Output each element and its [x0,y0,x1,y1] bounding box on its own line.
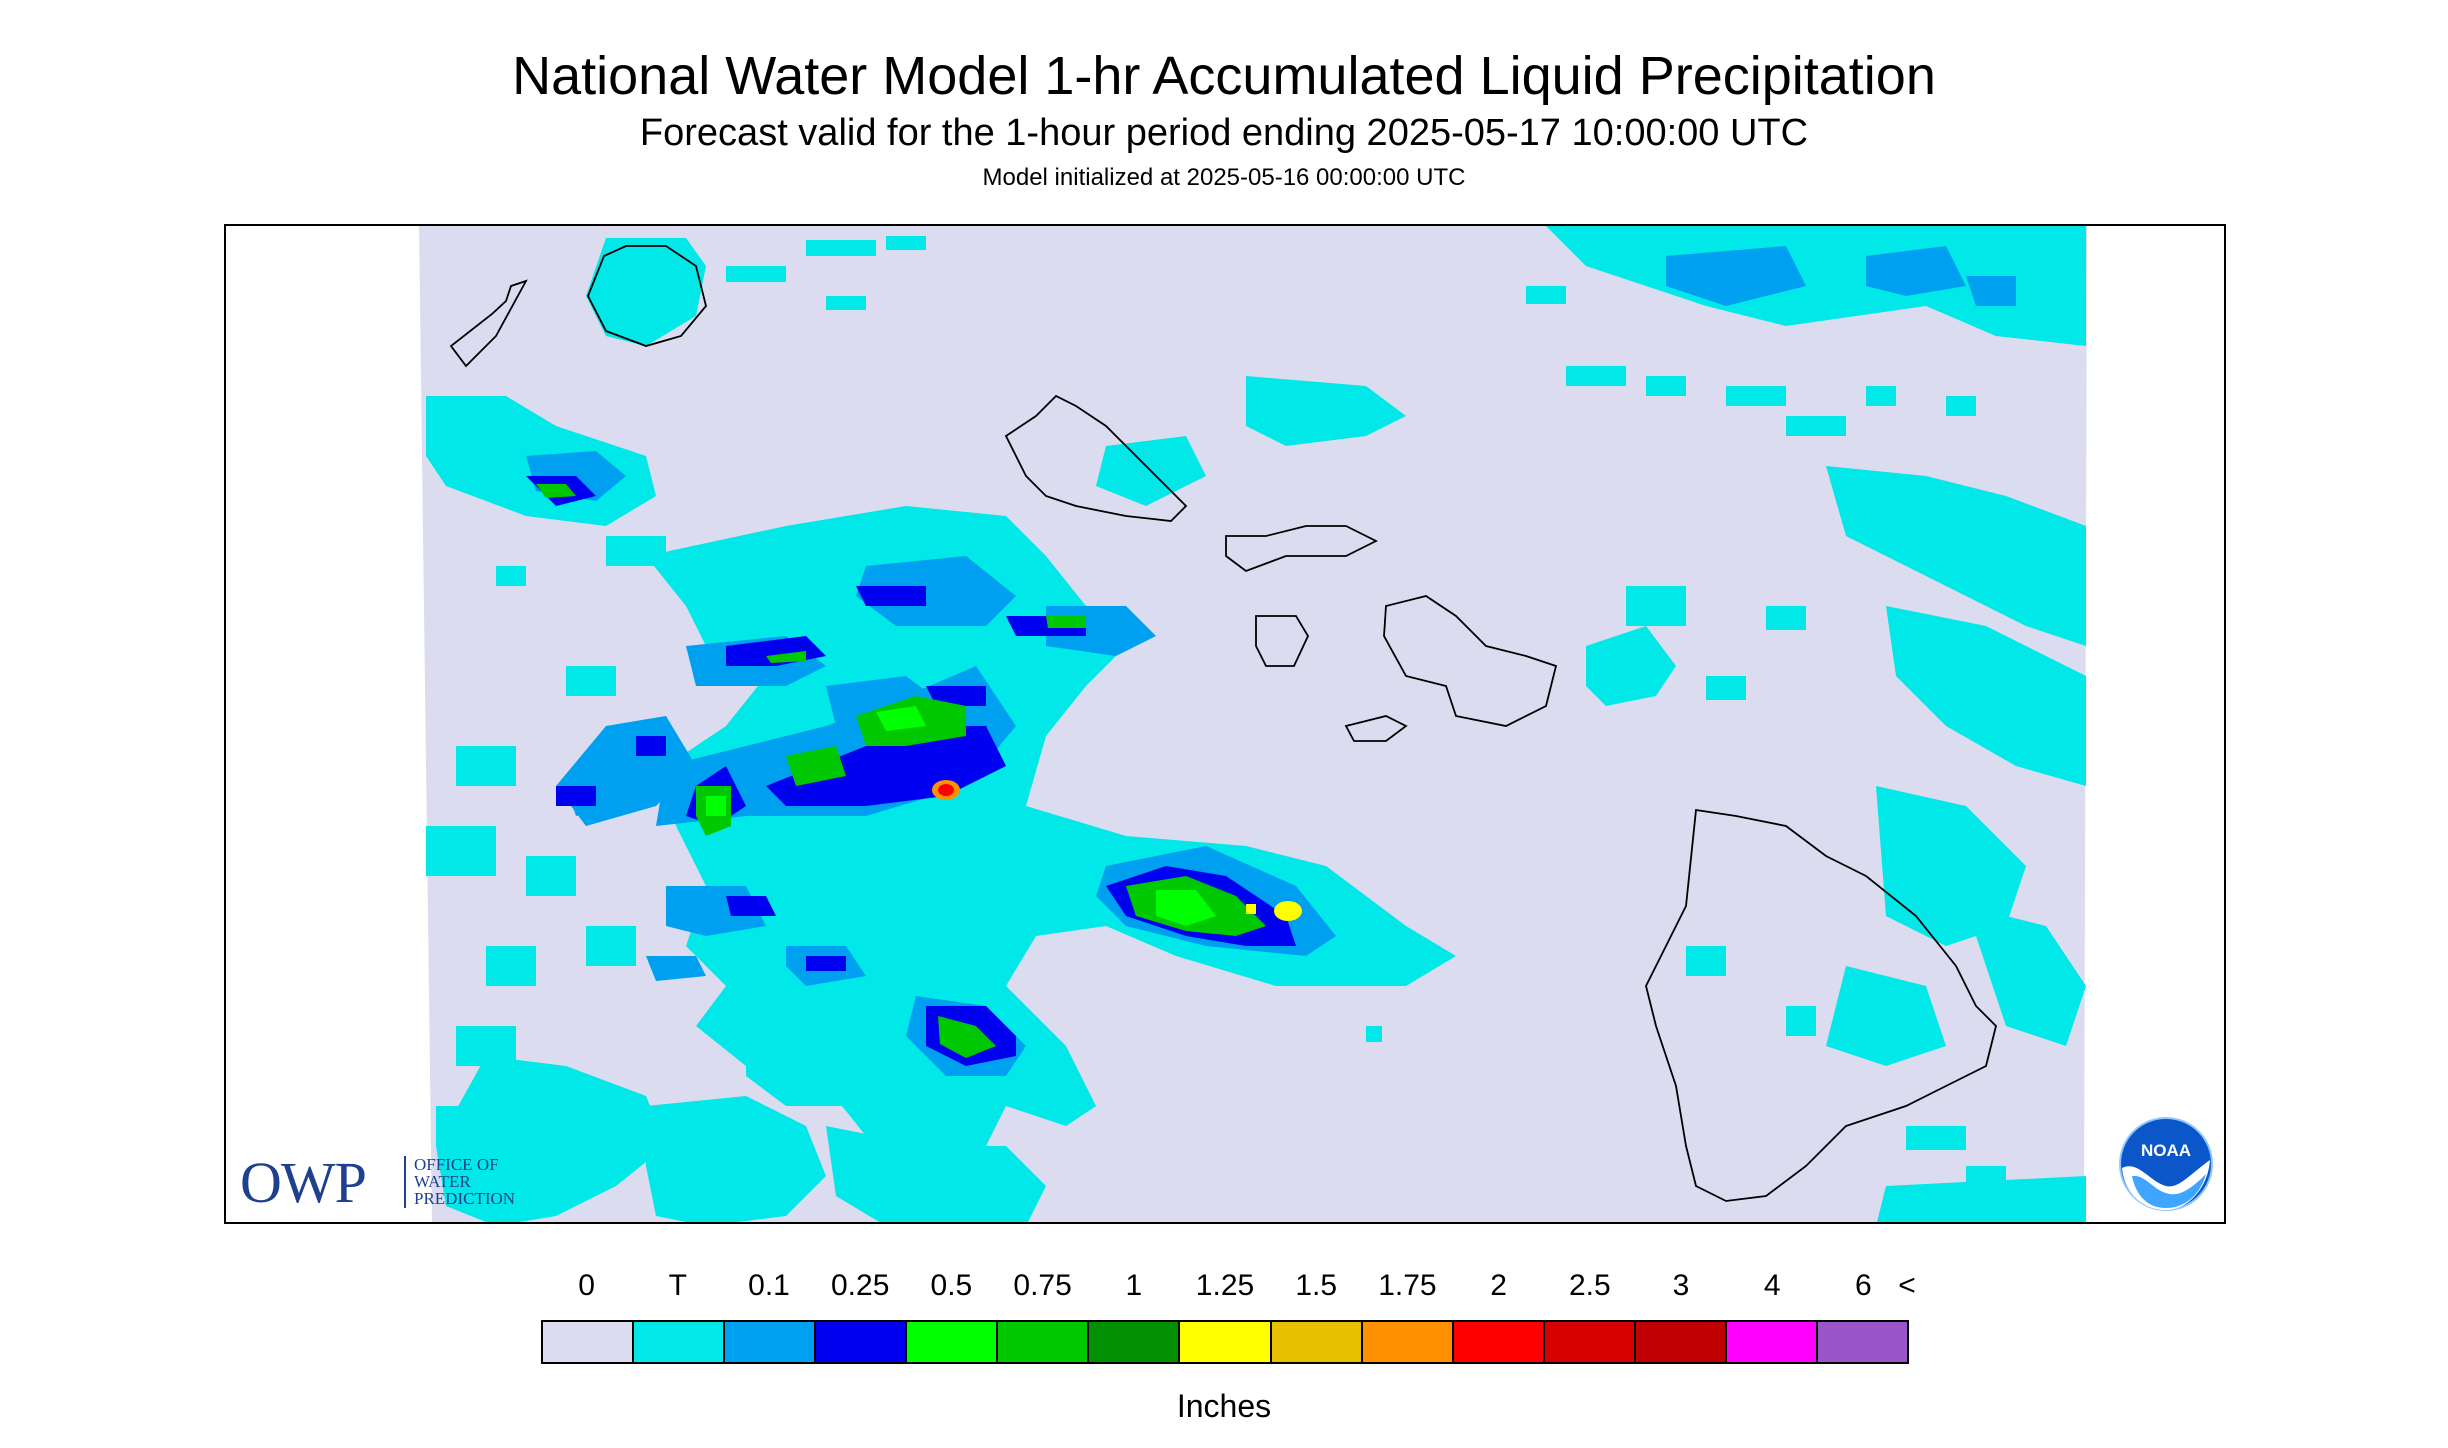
legend-swatch [907,1322,999,1362]
precip-bright-green-areas [706,706,1216,926]
precip-red-areas [932,780,960,800]
legend-label: 2.5 [1568,1269,1611,1302]
map-title: National Water Model 1-hr Accumulated Li… [512,46,1936,106]
model-init-time: Model initialized at 2025-05-16 00:00:00… [982,164,1466,191]
legend-label: 0.5 [930,1269,973,1302]
map-canvas [419,226,2087,1222]
legend-swatch [1271,1322,1363,1362]
owp-logo-mark: OWP [240,1150,367,1215]
legend-swatch [634,1322,726,1362]
precip-yellow-areas [1246,901,1302,921]
legend-swatch [816,1322,908,1362]
legend-label: 6 [1855,1269,1872,1302]
legend-swatch [725,1322,817,1362]
owp-logo-separator [404,1156,406,1208]
legend-labels: 0 T 0.1 0.25 0.5 0.75 1 1.25 1.5 1.75 2 2.5 3 4 6 < [541,1268,1916,1308]
map-subtitle: Forecast valid for the 1-hour period end… [639,112,1809,154]
legend-label: 4 [1763,1269,1781,1302]
oahu-outline [1004,394,1188,522]
legend-swatch [1635,1322,1727,1362]
legend-units: Inches [1176,1388,1272,1424]
hawaii-island-outline [1645,808,1997,1202]
legend-swatch [1453,1322,1545,1362]
kauai-outline [587,245,707,347]
owp-logo-line-3: PREDICTION [414,1189,516,1208]
niihau-outline [449,279,528,368]
owp-logo-text: OFFICE OF WATER PREDICTION [414,1156,554,1207]
legend-label: 0.75 [1013,1269,1072,1302]
lanai-outline [1255,615,1310,667]
legend-swatch [1089,1322,1181,1362]
color-legend [541,1320,1909,1364]
legend-label: 1 [1125,1269,1143,1302]
owp-logo-line-1: OFFICE OF [414,1155,499,1174]
legend-swatch [543,1322,635,1362]
noaa-logo: NOAA [2119,1117,2213,1211]
kahoolawe-outline [1344,715,1408,742]
legend-swatch [998,1322,1090,1362]
legend-swatch [1726,1322,1818,1362]
legend-swatch [1817,1322,1907,1362]
legend-label: < [1898,1269,1916,1302]
legend-label: 1.25 [1195,1269,1255,1302]
noaa-logo-text: NOAA [2141,1141,2191,1160]
maui-outline [1383,595,1558,727]
legend-label: 0.1 [748,1269,790,1302]
legend-label: 1.5 [1295,1269,1338,1302]
precipitation-map: OWP OFFICE OF WATER PREDICTION NOAA [224,224,2226,1224]
legend-swatch [1362,1322,1454,1362]
molokai-outline [1225,525,1379,573]
island-outlines [449,245,1997,1202]
legend-label: 0.25 [830,1269,890,1302]
precip-light-areas [426,226,2086,1222]
legend-label: 1.75 [1378,1269,1437,1302]
legend-swatch [1180,1322,1272,1362]
legend-label: T [668,1269,687,1302]
legend-label: 0 [578,1269,595,1302]
legend-label: 3 [1672,1269,1690,1302]
legend-swatch [1544,1322,1636,1362]
legend-label: 2 [1490,1269,1507,1302]
owp-logo-line-2: WATER [414,1172,471,1191]
